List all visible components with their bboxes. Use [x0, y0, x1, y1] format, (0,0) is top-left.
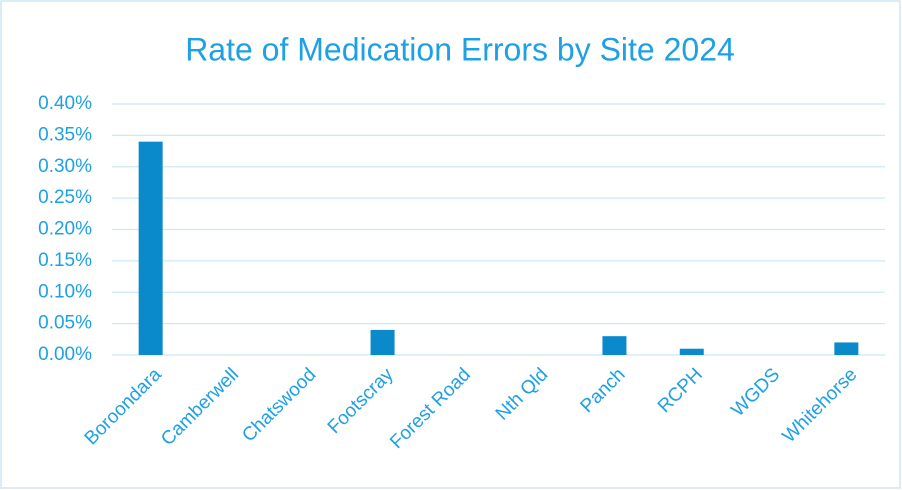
- y-tick-label: 0.00%: [38, 344, 92, 365]
- y-tick-label: 0.15%: [38, 250, 92, 271]
- bar: [602, 336, 627, 355]
- y-tick-label: 0.35%: [38, 124, 92, 145]
- bar: [370, 329, 395, 355]
- y-tick-label: 0.40%: [38, 93, 92, 114]
- bar: [679, 348, 704, 355]
- y-tick-label: 0.30%: [38, 156, 92, 177]
- chart-title: Rate of Medication Errors by Site 2024: [185, 31, 735, 67]
- y-tick-label: 0.25%: [38, 187, 92, 208]
- y-tick-label: 0.20%: [38, 219, 92, 240]
- bar: [834, 342, 859, 355]
- bar: [138, 141, 163, 355]
- y-tick-label: 0.10%: [38, 281, 92, 302]
- y-tick-label: 0.05%: [38, 313, 92, 334]
